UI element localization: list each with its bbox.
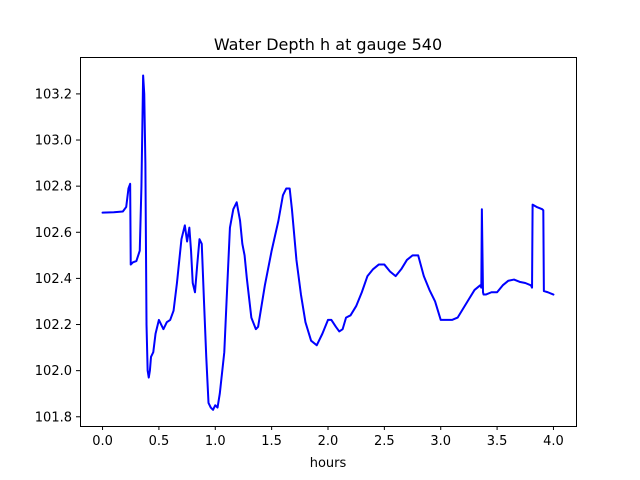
y-tick-label: 101.8: [35, 410, 72, 425]
x-tick-label: 3.0: [430, 434, 451, 449]
x-axis-ticks: 0.0 0.5 1.0 1.5 2.0 2.5 3.0 3.5 4.0: [92, 426, 564, 449]
y-tick-label: 102.8: [35, 180, 72, 195]
x-tick-label: 2.5: [374, 434, 395, 449]
x-tick-label: 1.0: [205, 434, 226, 449]
plot-frame: [80, 57, 577, 427]
series-line: [101, 74, 555, 411]
y-tick-label: 102.2: [35, 318, 72, 333]
x-tick-label: 0.5: [149, 434, 170, 449]
y-tick-label: 102.6: [35, 226, 72, 241]
x-tick-label: 3.5: [487, 434, 508, 449]
y-tick-label: 102.4: [35, 272, 72, 287]
y-tick-label: 103.0: [35, 134, 72, 149]
y-tick-label: 102.0: [35, 364, 72, 379]
x-tick-label: 1.5: [261, 434, 282, 449]
x-tick-label: 4.0: [543, 434, 564, 449]
y-axis-ticks: 101.8 102.0 102.2 102.4 102.6 102.8 103.0 103.2: [35, 87, 80, 425]
x-axis-label: hours: [310, 456, 347, 471]
x-tick-label: 2.0: [318, 434, 339, 449]
x-tick-label: 0.0: [92, 434, 113, 449]
chart-title: Water Depth h at gauge 540: [214, 35, 442, 54]
y-tick-label: 103.2: [35, 87, 72, 102]
plot-area: [101, 74, 555, 411]
